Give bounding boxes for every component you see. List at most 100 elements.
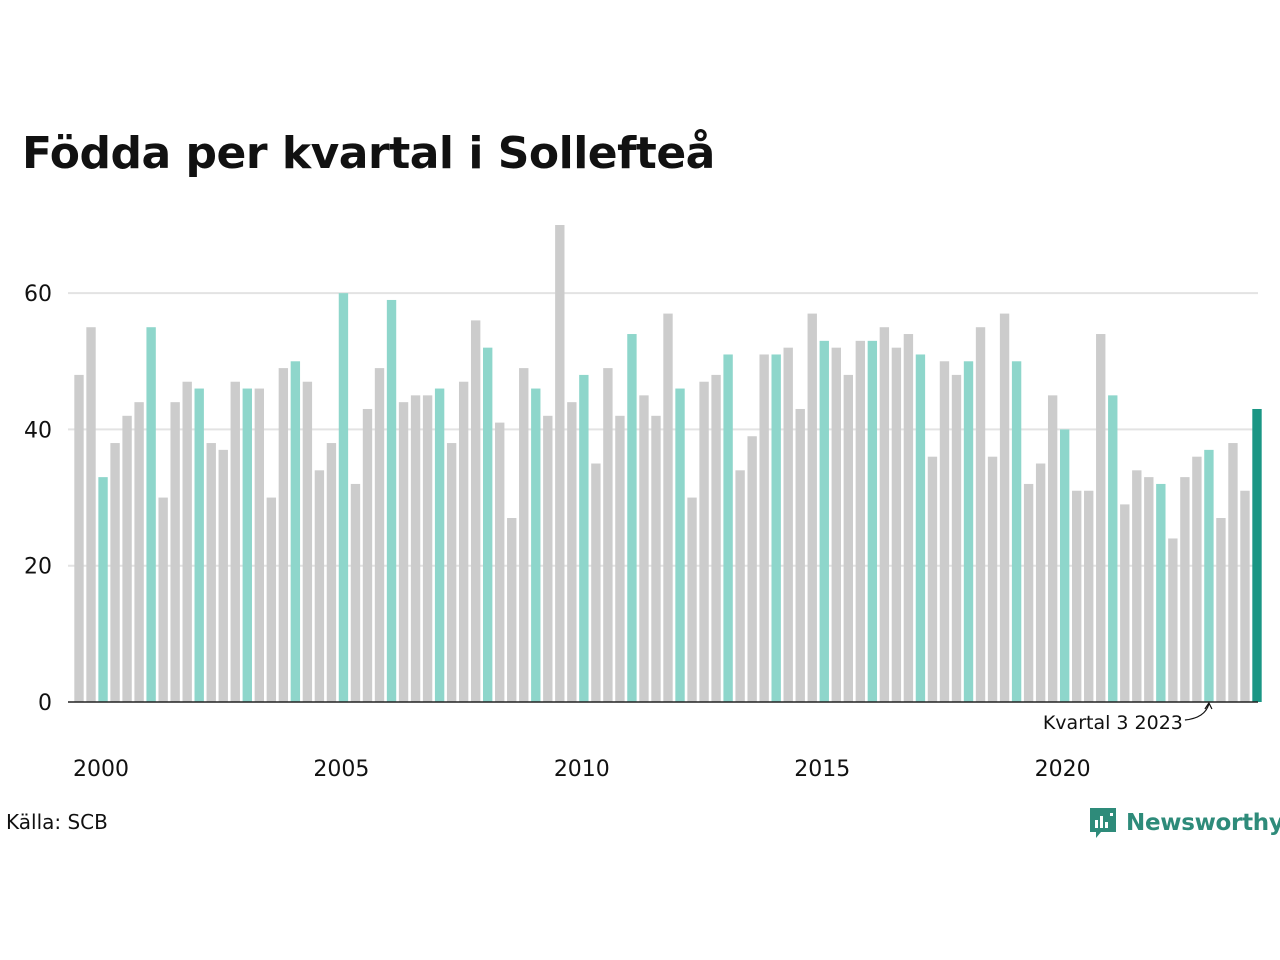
bar xyxy=(386,299,397,702)
bar xyxy=(122,415,132,702)
bar xyxy=(74,374,84,702)
bar xyxy=(795,408,805,702)
bar xyxy=(627,334,637,702)
annotation-arrow xyxy=(1184,701,1213,721)
bar-chart: 0 20 40 60 2000 2005 2010 2015 2020 Kvartal 3 20… xyxy=(24,225,1262,782)
bar xyxy=(495,422,505,702)
y-tick-label: 40 xyxy=(24,418,52,443)
bar xyxy=(254,388,264,702)
bar xyxy=(242,388,252,702)
bar xyxy=(519,368,529,702)
bar xyxy=(434,388,445,702)
bar xyxy=(302,381,313,702)
bar xyxy=(86,327,96,702)
bar xyxy=(1180,477,1190,702)
x-tick-label: 2000 xyxy=(73,757,129,782)
bar xyxy=(1120,504,1130,702)
bar xyxy=(446,443,457,702)
annotation-label: Kvartal 3 2023 xyxy=(1043,712,1183,734)
bar xyxy=(374,368,385,702)
bar xyxy=(687,497,697,702)
bar xyxy=(831,347,841,702)
bar xyxy=(1023,483,1034,702)
bar xyxy=(651,415,661,702)
bar xyxy=(314,470,325,702)
brand-logo: Newsworthy xyxy=(1088,804,1280,842)
bar xyxy=(507,518,517,702)
bar xyxy=(771,354,781,702)
bar xyxy=(1132,470,1142,702)
bar xyxy=(591,463,601,702)
bar xyxy=(867,340,878,702)
bar xyxy=(206,443,216,702)
bar xyxy=(951,374,962,702)
bar xyxy=(819,340,829,702)
bar xyxy=(1216,518,1226,702)
bar xyxy=(579,374,589,702)
bar xyxy=(458,381,469,702)
bar xyxy=(266,497,277,702)
bar xyxy=(98,477,108,702)
bar xyxy=(470,320,481,702)
bar xyxy=(543,415,553,702)
bar xyxy=(170,402,180,702)
axes: 0 20 40 60 2000 2005 2010 2015 2020 xyxy=(24,282,1258,782)
bar xyxy=(759,354,769,702)
bar xyxy=(290,361,301,702)
bar xyxy=(1144,477,1154,702)
bar xyxy=(567,402,577,702)
newsworthy-logo-icon xyxy=(1090,808,1116,838)
bar xyxy=(639,395,649,702)
bar xyxy=(1072,490,1082,702)
bar xyxy=(278,368,289,702)
y-tick-label: 0 xyxy=(38,691,52,716)
bar xyxy=(158,497,168,702)
bar xyxy=(362,408,373,702)
annotation: Kvartal 3 2023 xyxy=(1043,701,1213,734)
bar xyxy=(1168,538,1178,702)
bar xyxy=(999,313,1010,702)
bar xyxy=(1035,463,1046,702)
bar xyxy=(1156,483,1166,702)
bar xyxy=(194,388,204,702)
x-tick-label: 2020 xyxy=(1035,757,1091,782)
bar xyxy=(1240,490,1250,702)
bar xyxy=(1011,361,1022,702)
bar xyxy=(747,436,757,702)
bar xyxy=(807,313,817,702)
bar xyxy=(1084,490,1094,702)
y-tick-label: 60 xyxy=(24,282,52,307)
bar xyxy=(1108,395,1118,702)
bar xyxy=(483,347,493,702)
bar xyxy=(663,313,673,702)
bar xyxy=(927,456,938,702)
bar xyxy=(939,361,950,702)
bar xyxy=(182,381,192,702)
bar xyxy=(1047,395,1058,702)
bar xyxy=(531,388,541,702)
gridlines xyxy=(68,292,1258,567)
bar xyxy=(615,415,625,702)
source-label: Källa: SCB xyxy=(6,810,108,834)
bar xyxy=(146,327,156,702)
chart-title: Födda per kvartal i Sollefteå xyxy=(22,128,715,179)
bar xyxy=(975,327,986,702)
bar xyxy=(879,327,890,702)
bar xyxy=(422,395,433,702)
bar xyxy=(218,449,228,702)
bar xyxy=(326,443,337,702)
bars xyxy=(74,225,1262,702)
bar xyxy=(1228,443,1238,702)
x-tick-label: 2005 xyxy=(313,757,369,782)
bar xyxy=(891,347,902,702)
bar xyxy=(338,293,349,702)
bar xyxy=(398,402,409,702)
bar xyxy=(134,402,144,702)
bar xyxy=(110,443,120,702)
bar xyxy=(1252,408,1262,702)
bar xyxy=(675,388,685,702)
x-tick-label: 2010 xyxy=(554,757,610,782)
bar xyxy=(915,354,926,702)
bar xyxy=(783,347,793,702)
bar xyxy=(711,374,721,702)
